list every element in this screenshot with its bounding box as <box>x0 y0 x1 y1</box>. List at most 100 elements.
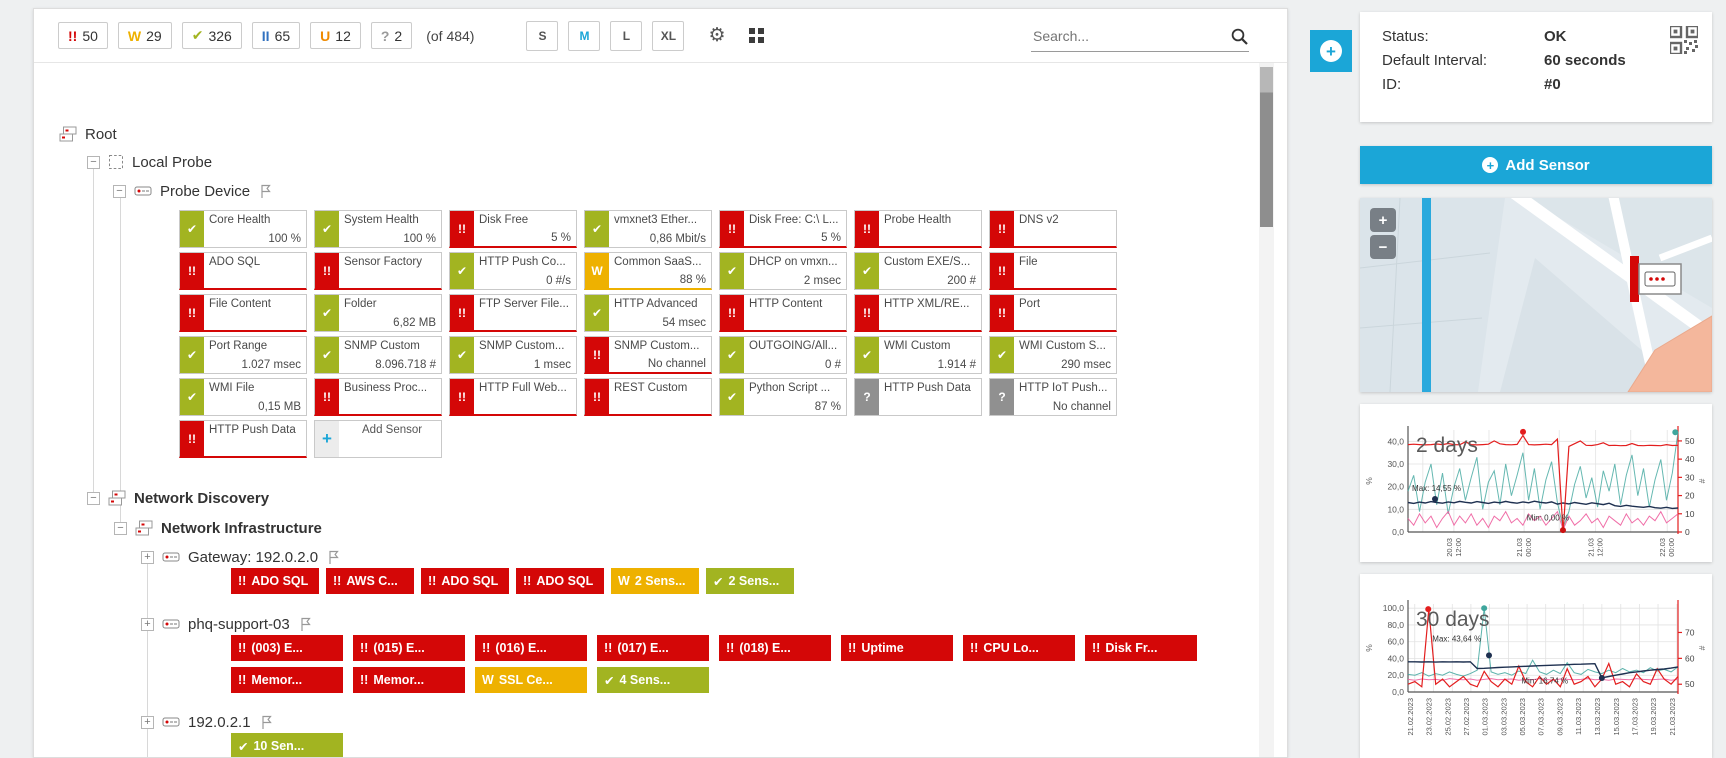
tree-item-network-infrastructure[interactable]: Network Infrastructure <box>161 519 322 537</box>
sensor-tile[interactable]: ✔ Port Range 1.027 msec <box>179 336 307 374</box>
sensor-tile[interactable]: ✔ WMI Custom S... 290 msec <box>989 336 1117 374</box>
flag-icon[interactable] <box>260 184 272 199</box>
gear-icon[interactable]: ⚙ <box>708 25 726 46</box>
sensor-tile[interactable]: !! SNMP Custom... No channel <box>584 336 712 374</box>
flag-icon[interactable] <box>261 715 273 730</box>
sensor-tile-compact[interactable]: ✔ 10 Sen... <box>231 733 343 757</box>
sensor-tile-compact[interactable]: W 2 Sens... <box>611 568 699 594</box>
sensor-tile[interactable]: ? HTTP Push Data <box>854 378 982 416</box>
sensor-tile[interactable]: !! HTTP XML/RE... <box>854 294 982 332</box>
sensor-tile[interactable]: !! Probe Health <box>854 210 982 248</box>
sensor-tile[interactable]: !! Sensor Factory <box>314 252 442 290</box>
expand-box[interactable]: + <box>141 617 154 631</box>
flag-icon[interactable] <box>300 617 312 632</box>
sensor-tile-compact[interactable]: W SSL Ce... <box>475 667 587 693</box>
sensor-tile[interactable]: !! HTTP Full Web... <box>449 378 577 416</box>
sensor-tile-compact[interactable]: ✔ 2 Sens... <box>706 568 794 594</box>
sensor-tile[interactable]: ✔ Folder 6,82 MB <box>314 294 442 332</box>
tree-item-root[interactable]: Root <box>85 125 117 143</box>
sensor-tile[interactable]: !! Disk Free 5 % <box>449 210 577 248</box>
sensor-tile[interactable]: !! File <box>989 252 1117 290</box>
sensor-tile[interactable]: ✔ OUTGOING/All... 0 # <box>719 336 847 374</box>
sensor-tile[interactable]: ✔ Python Script ... 87 % <box>719 378 847 416</box>
sensor-tile[interactable]: ✔ System Health 100 % <box>314 210 442 248</box>
search-icon[interactable] <box>1230 27 1249 46</box>
svg-text:0,0: 0,0 <box>1392 527 1404 537</box>
status-filter-badge[interactable]: ? 2 <box>370 22 413 49</box>
sensor-tile[interactable]: ✔ WMI File 0,15 MB <box>179 378 307 416</box>
sensor-tile[interactable]: !! FTP Server File... <box>449 294 577 332</box>
sensor-tile-compact[interactable]: !! Memor... <box>231 667 343 693</box>
sensor-tile-compact[interactable]: ✔ 4 Sens... <box>597 667 709 693</box>
status-filter-badge[interactable]: II 65 <box>251 22 301 49</box>
zoom-in-button[interactable]: + <box>1370 208 1396 232</box>
sensor-tile[interactable]: ✔ SNMP Custom 8.096.718 # <box>314 336 442 374</box>
sensor-tile[interactable]: !! REST Custom <box>584 378 712 416</box>
search-input[interactable] <box>1031 27 1230 45</box>
sensor-tile[interactable]: !! File Content <box>179 294 307 332</box>
sensor-tile-compact[interactable]: !! ADO SQL <box>231 568 319 594</box>
mini-graph-2-days[interactable]: 0,0 10,0 20,0 30,0 40,0 0 10 20 30 40 50% # Max: 14,… <box>1360 404 1712 562</box>
expand-box[interactable]: + <box>141 715 154 729</box>
tree-item-192-0-2-1[interactable]: 192.0.2.1 <box>188 713 251 731</box>
flag-icon[interactable] <box>328 550 340 565</box>
collapse-box[interactable]: − <box>114 521 127 535</box>
tree-item-probe-device[interactable]: Probe Device <box>160 182 251 200</box>
status-filter-badge[interactable]: W 29 <box>117 22 172 49</box>
sensor-tile[interactable]: !! Port <box>989 294 1117 332</box>
sensor-tile[interactable]: !! HTTP Push Data <box>179 420 307 458</box>
sensor-tile[interactable]: !! Disk Free: C:\ L... 5 % <box>719 210 847 248</box>
sensor-tile[interactable]: ✔ Custom EXE/S... 200 # <box>854 252 982 290</box>
sensor-tile-compact[interactable]: !! ADO SQL <box>516 568 604 594</box>
sensor-tile[interactable]: W Common SaaS... 88 % <box>584 252 712 290</box>
sensor-tile[interactable]: ✔ Core Health 100 % <box>179 210 307 248</box>
tree-item-phq-support-03[interactable]: phq-support-03 <box>188 615 290 633</box>
sensor-tile[interactable]: ✔ HTTP Advanced 54 msec <box>584 294 712 332</box>
sensor-tile[interactable]: ✔ DHCP on vmxn... 2 msec <box>719 252 847 290</box>
size-button[interactable]: XL <box>652 20 685 51</box>
status-filter-badge[interactable]: U 12 <box>310 22 361 49</box>
sensor-tile-compact[interactable]: !! (018) E... <box>719 635 831 661</box>
sensor-tile-compact[interactable]: !! CPU Lo... <box>963 635 1075 661</box>
sensor-tile[interactable]: ✔ WMI Custom 1.914 # <box>854 336 982 374</box>
size-button[interactable]: S <box>526 20 559 51</box>
scrollbar-thumb[interactable] <box>1260 67 1273 227</box>
sensor-tile-compact[interactable]: !! (003) E... <box>231 635 343 661</box>
expand-box[interactable]: + <box>141 550 154 564</box>
sensor-tile[interactable]: ✔ HTTP Push Co... 0 #/s <box>449 252 577 290</box>
sensor-tile[interactable]: ✔ SNMP Custom... 1 msec <box>449 336 577 374</box>
sensor-tile-compact[interactable]: !! Uptime <box>841 635 953 661</box>
sensor-tile[interactable]: !! DNS v2 <box>989 210 1117 248</box>
sensor-tile-compact[interactable]: !! Disk Fr... <box>1085 635 1197 661</box>
sensor-tile[interactable]: !! Business Proc... <box>314 378 442 416</box>
collapse-box[interactable]: − <box>87 491 100 505</box>
zoom-out-button[interactable]: − <box>1370 235 1396 259</box>
sensor-tile[interactable]: + Add Sensor <box>314 420 442 458</box>
sensor-tile-compact[interactable]: !! (015) E... <box>353 635 465 661</box>
sensor-tile[interactable]: !! ADO SQL <box>179 252 307 290</box>
size-button[interactable]: M <box>568 20 601 51</box>
status-filter-badge[interactable]: ✔ 326 <box>181 22 242 49</box>
sensor-tile-compact[interactable]: !! Memor... <box>353 667 465 693</box>
sensor-tile[interactable]: !! HTTP Content <box>719 294 847 332</box>
sensor-tile-compact[interactable]: !! AWS C... <box>326 568 414 594</box>
sensor-tile-compact[interactable]: !! (017) E... <box>597 635 709 661</box>
mini-graph-30-days[interactable]: 0,0 20,0 40,0 60,0 80,0 100,0 50 60 70% # Max: 43,… <box>1360 574 1712 758</box>
add-sensor-button[interactable]: + Add Sensor <box>1360 146 1712 184</box>
qr-code-icon[interactable] <box>1668 24 1700 59</box>
tree-item-gateway[interactable]: Gateway: 192.0.2.0 <box>188 548 319 566</box>
scrollbar-track[interactable] <box>1259 63 1274 757</box>
geo-map[interactable]: + − <box>1360 198 1712 392</box>
sensor-tile[interactable]: ✔ vmxnet3 Ether... 0,86 Mbit/s <box>584 210 712 248</box>
view-toggle-icon[interactable] <box>748 27 765 44</box>
sensor-tile-compact[interactable]: !! ADO SQL <box>421 568 509 594</box>
sensor-tile[interactable]: ? HTTP IoT Push... No channel <box>989 378 1117 416</box>
sensor-tile-compact[interactable]: !! (016) E... <box>475 635 587 661</box>
size-button[interactable]: L <box>610 20 643 51</box>
status-filter-badge[interactable]: !! 50 <box>58 22 108 49</box>
tree-item-network-discovery[interactable]: Network Discovery <box>134 489 270 507</box>
collapse-box[interactable]: − <box>87 155 100 169</box>
collapse-box[interactable]: − <box>113 184 126 198</box>
tree-item-local-probe[interactable]: Local Probe <box>132 153 213 171</box>
panel-expand-button[interactable]: + <box>1310 30 1352 72</box>
